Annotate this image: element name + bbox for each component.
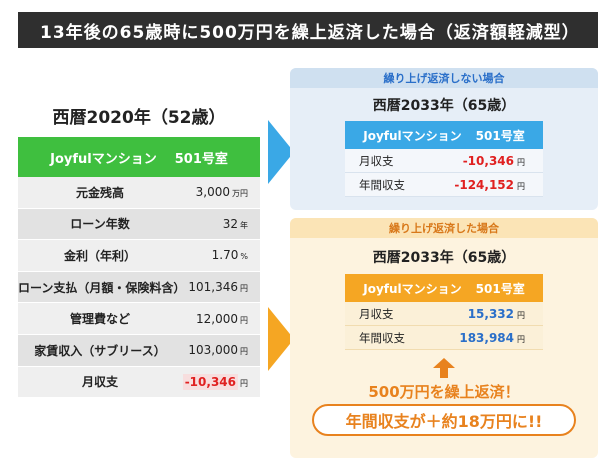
row-value: 3,000 万円 xyxy=(195,185,248,200)
row-value: 103,000 円 xyxy=(188,343,248,358)
row-label: 元金残高 xyxy=(75,185,124,200)
property-name: Joyfulマンション xyxy=(363,128,462,143)
result-highlight: 年間収支が＋約18万円に!! xyxy=(312,404,576,436)
row-label: 月収支 xyxy=(81,375,118,390)
no-repayment-panel: 繰り上げ返済しない場合 西暦2033年（65歳） Joyfulマンション 501… xyxy=(290,68,598,210)
table-row: 金利（年利） 1.70% xyxy=(18,240,260,272)
row-value: -10,346 円 xyxy=(182,373,248,390)
repayment-year: 西暦2033年（65歳） xyxy=(372,250,516,266)
row-label: 金利（年利） xyxy=(63,248,136,263)
repayment-panel: 繰り上げ返済した場合 西暦2033年（65歳） Joyfulマンション 501号… xyxy=(290,218,598,458)
row-value: -10,346 円 xyxy=(462,153,525,168)
no-repayment-table-header: Joyfulマンション 501号室 xyxy=(345,121,543,149)
left-year-heading: 西暦2020年（52歳） xyxy=(52,108,226,128)
row-value: 15,332 円 xyxy=(467,306,525,321)
page-title: 13年後の65歳時に500万円を繰上返済した場合（返済額軽減型） xyxy=(18,12,598,48)
row-value: 101,346 円 xyxy=(188,280,248,295)
row-value: 1.70% xyxy=(211,248,248,263)
row-value: 183,984 円 xyxy=(459,330,525,345)
row-label: 年間収支 xyxy=(359,330,405,345)
row-label: ローン年数 xyxy=(70,217,130,232)
row-value: 12,000 円 xyxy=(196,311,248,326)
table-row: 年間収支 -124,152 円 xyxy=(345,173,543,197)
table-row: 月収支 -10,346 円 xyxy=(18,366,260,399)
table-row: 月収支 -10,346 円 xyxy=(345,149,543,173)
table-row: ローン支払（月額・保険料含） 101,346 円 xyxy=(18,271,260,304)
left-table-header: Joyfulマンション 501号室 xyxy=(18,137,260,177)
room-number: 501号室 xyxy=(475,281,525,296)
row-label: 管理費など xyxy=(69,312,130,327)
row-label: 年間収支 xyxy=(359,177,405,192)
left-rows: 元金残高 3,000 万円 ローン年数 32 年 金利（年利） 1.70% ローン支… xyxy=(18,177,260,399)
property-name: Joyfulマンション xyxy=(363,281,462,296)
table-row: 月収支 15,332 円 xyxy=(345,302,543,326)
row-label: 月収支 xyxy=(359,153,394,168)
table-row: 年間収支 183,984 円 xyxy=(345,326,543,350)
room-number: 501号室 xyxy=(174,151,228,167)
triangle-right-orange-icon xyxy=(268,307,294,371)
left-property-table: Joyfulマンション 501号室 元金残高 3,000 万円 ローン年数 32 年… xyxy=(18,137,260,399)
table-row: 元金残高 3,000 万円 xyxy=(18,177,260,209)
room-number: 501号室 xyxy=(475,128,525,143)
table-row: ローン年数 32 年 xyxy=(18,208,260,241)
no-repayment-caption: 繰り上げ返済しない場合 xyxy=(290,68,598,88)
repayment-table: Joyfulマンション 501号室 月収支 15,332 円 年間収支 183,9… xyxy=(345,274,543,350)
table-row: 家賃収入（サブリース） 103,000 円 xyxy=(18,334,260,367)
triangle-right-blue-icon xyxy=(268,120,294,184)
no-repayment-year: 西暦2033年（65歳） xyxy=(372,98,516,114)
no-repayment-table: Joyfulマンション 501号室 月収支 -10,346 円 年間収支 -124… xyxy=(345,121,543,197)
row-label: ローン支払（月額・保険料含） xyxy=(18,280,186,295)
row-value: -124,152 円 xyxy=(454,177,525,192)
repayment-table-header: Joyfulマンション 501号室 xyxy=(345,274,543,302)
repayment-action-text: 500万円を繰上返済！ xyxy=(368,383,520,401)
row-label: 月収支 xyxy=(359,306,394,321)
arrow-up-orange-icon xyxy=(433,358,455,378)
property-name: Joyfulマンション xyxy=(50,151,157,167)
table-row: 管理費など 12,000 円 xyxy=(18,303,260,335)
repayment-caption: 繰り上げ返済した場合 xyxy=(290,218,598,238)
row-label: 家賃収入（サブリース） xyxy=(34,343,166,358)
row-value: 32 年 xyxy=(222,216,248,231)
